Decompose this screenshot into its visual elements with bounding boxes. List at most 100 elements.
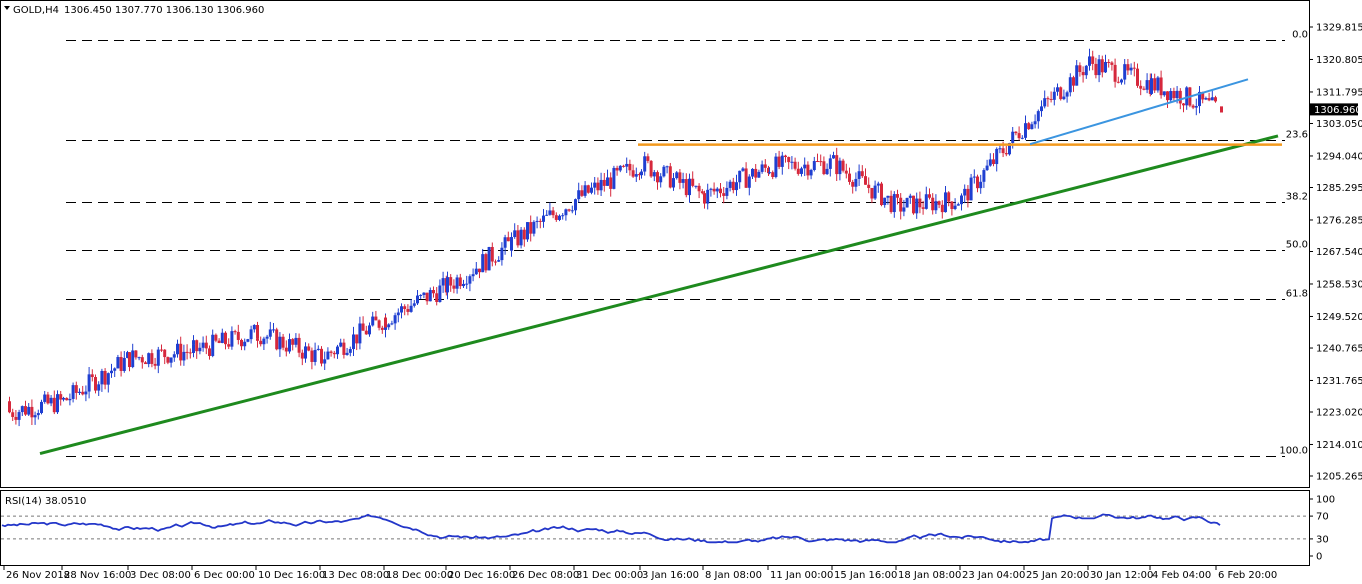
candle-body — [774, 156, 778, 177]
candle-body — [735, 182, 738, 191]
candle-body — [1169, 91, 1173, 101]
candle-body — [284, 347, 288, 352]
ohlc-values: 1306.450 1307.770 1306.130 1306.960 — [64, 5, 264, 16]
candle-body — [291, 339, 295, 345]
candle-body — [574, 199, 577, 211]
candle-body — [606, 177, 609, 186]
candle-body — [697, 185, 701, 192]
fibonacci-retracement[interactable]: 0.0 23.6 38.2 50.0 61.8 100.0 — [66, 30, 1308, 457]
candle-body — [841, 160, 845, 171]
time-tick-label: 20 Dec 16:00 — [448, 570, 515, 581]
candle-body — [497, 260, 501, 262]
candle-body — [1091, 56, 1095, 64]
candle-body — [1027, 123, 1031, 130]
candle-body — [30, 406, 34, 418]
candle-body — [796, 168, 800, 174]
short-term-trendline[interactable] — [1029, 78, 1249, 146]
candle-body — [757, 171, 761, 178]
candle-body — [915, 198, 919, 214]
candle-body — [94, 377, 97, 391]
candle-body — [1088, 56, 1091, 66]
candle-body — [828, 158, 832, 169]
price-tick-label: 1205.265 — [1316, 472, 1362, 483]
candle-body — [384, 317, 387, 328]
candle-body — [192, 340, 195, 345]
candle-body — [368, 325, 371, 335]
candle-body — [272, 329, 275, 331]
candle-body — [310, 350, 314, 362]
dropdown-triangle-icon[interactable] — [4, 6, 10, 10]
time-tick-label: 26 Nov 2018 — [6, 570, 70, 581]
candle-body — [1123, 64, 1127, 80]
candle-body — [140, 357, 144, 363]
candle-body — [860, 171, 864, 177]
support-trendline[interactable] — [39, 134, 1279, 455]
candle-body — [458, 277, 462, 287]
candle-body — [478, 268, 481, 273]
candle-body — [74, 385, 78, 393]
candle-body — [988, 159, 992, 166]
candle-body — [36, 413, 40, 416]
candle-body — [409, 305, 413, 312]
candle-body — [400, 306, 403, 313]
candle-body — [1126, 64, 1130, 71]
time-tick-label: 6 Dec 00:00 — [194, 570, 255, 581]
candle-body — [570, 210, 574, 212]
candle-body — [931, 197, 935, 211]
candle-body — [345, 352, 349, 355]
candle-body — [902, 207, 906, 212]
candle-body — [806, 164, 810, 176]
candle-body — [934, 201, 938, 211]
candle-body — [468, 276, 472, 284]
candle-body — [822, 161, 826, 175]
price-tick-label: 1276.285 — [1316, 215, 1362, 226]
rsi-tick-label: 100 — [1316, 495, 1335, 506]
candle-body — [65, 397, 69, 401]
candle-body — [1033, 121, 1037, 125]
candle-body — [1008, 142, 1011, 155]
candle-body — [599, 179, 603, 191]
candle-body — [1129, 67, 1133, 71]
candle-body — [364, 330, 368, 335]
candle-body — [956, 204, 960, 206]
candle-body — [640, 171, 643, 176]
candle-body — [268, 329, 272, 337]
candle-body — [985, 165, 989, 171]
candle-body — [358, 323, 362, 344]
candle-body — [503, 237, 507, 248]
candle-body — [256, 338, 259, 341]
candle-body — [656, 172, 659, 183]
candle-body — [494, 261, 497, 263]
candle-body — [1059, 87, 1063, 100]
candle-body — [803, 164, 807, 169]
candle-body — [1100, 59, 1104, 73]
candle-body — [377, 320, 381, 328]
candle-body — [867, 184, 871, 188]
candle-body — [465, 283, 469, 285]
candle-body — [147, 353, 151, 365]
candle-body — [963, 188, 967, 196]
candle-body — [1046, 98, 1050, 100]
candle-body — [106, 373, 110, 385]
candle-body — [590, 187, 593, 193]
candle-body — [236, 331, 240, 340]
candle-body — [188, 352, 192, 354]
candle-body — [1204, 98, 1208, 100]
candle-body — [618, 165, 622, 171]
rsi-label: RSI(14) 38.0510 — [5, 496, 86, 507]
candle-body — [870, 187, 874, 199]
candle-body — [1104, 61, 1107, 73]
price-tick-label: 1223.020 — [1316, 407, 1362, 418]
candle-body — [288, 339, 291, 352]
candle-body — [128, 352, 131, 368]
candle-body — [883, 197, 887, 206]
candle-body — [567, 209, 571, 211]
trendlines[interactable] — [39, 78, 1282, 455]
candle-body — [522, 229, 526, 240]
candle-body — [11, 412, 15, 417]
candle-body — [548, 210, 552, 215]
candle-body — [406, 309, 410, 312]
candle-body — [1162, 91, 1166, 96]
